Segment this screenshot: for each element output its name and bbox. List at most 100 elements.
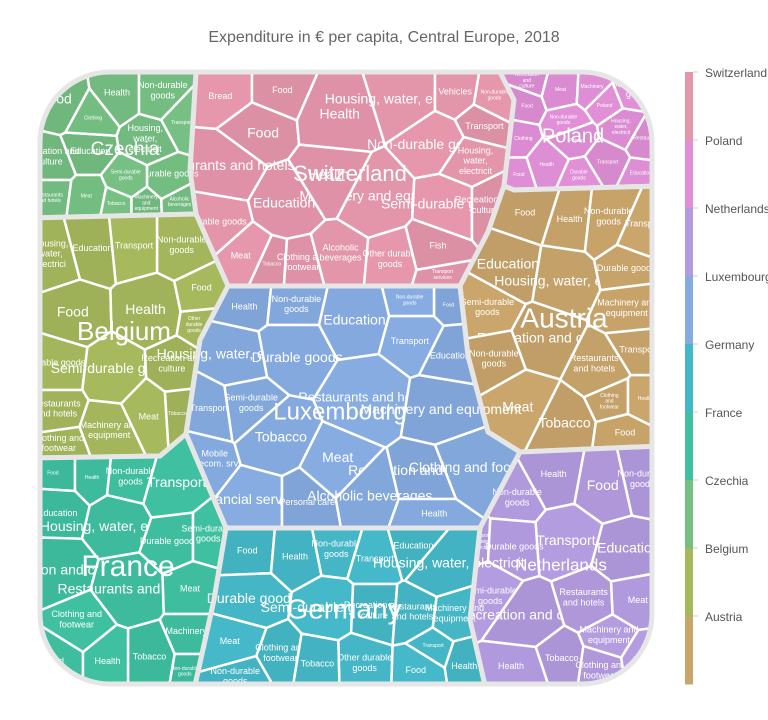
legend-swatch-france <box>685 412 693 481</box>
cell-switzerland-food <box>250 72 320 122</box>
cell-label-switzerland-non-durable-goods: Non-durable goods <box>481 90 509 102</box>
cell-label-switzerland-food: Food <box>272 85 293 95</box>
cell-label-austria-clothing-and-footwear: Clothing and footwear <box>600 393 620 411</box>
cell-label-poland-food: Food <box>513 172 525 178</box>
cell-label-germany-health: Health <box>282 552 308 562</box>
cell-label-switzerland-housing-water-electricit: Housing, water, electricit <box>458 146 494 177</box>
cell-poland-poland <box>583 80 625 128</box>
legend-swatch-germany <box>685 344 693 413</box>
chart-title: Expenditure in € per capita, Central Eur… <box>208 29 559 46</box>
cell-label-luxembourg-durable-goods: Durable goods <box>252 349 343 365</box>
cell-label-luxembourg-non-durable-goods: Non-durable goods <box>396 295 424 307</box>
cell-label-poland-health: Health <box>539 162 554 168</box>
cell-label-switzerland-tobacco: Tobacco <box>262 262 281 268</box>
legend-swatch-poland <box>685 140 693 209</box>
cell-label-netherlands-restaurants-and-hotels: Restaurants and hotels <box>559 587 608 607</box>
legend-label-netherlands: Netherlands <box>705 202 768 216</box>
cell-label-czechia-transport: Transport <box>171 120 193 126</box>
cell-label-luxembourg-transport: Transport <box>391 336 430 346</box>
region-label-germany: Germany <box>286 593 401 624</box>
cell-label-switzerland-transport-services: Transport services <box>432 269 454 281</box>
cell-label-czechia-non-durable-goods: Non-durable goods <box>138 81 188 101</box>
legend-label-luxembourg: Luxembourg <box>705 270 768 284</box>
cell-label-germany-clothing-and-footwear: Clothing and footwear <box>255 643 306 663</box>
cell-label-france-non-durable-goods: Non-durable goods <box>171 666 199 678</box>
legend: Switzerland Poland Netherlands Luxembourg Ge… <box>685 66 768 685</box>
cell-label-luxembourg-tobacco: Tobacco <box>255 428 307 444</box>
cell-label-switzerland-transport: Transport <box>465 121 504 131</box>
cell-label-poland-education: Education <box>630 171 652 177</box>
cell-label-france-tobacco: Tobacco <box>133 652 167 662</box>
legend-label-poland: Poland <box>705 134 742 148</box>
cell-label-netherlands-machinery-and-equipment: Machinery and equipment <box>579 625 638 645</box>
cell-label-luxembourg-transport: Transport <box>190 404 229 414</box>
cell-label-netherlands-meat: Meat <box>628 595 649 605</box>
plot-frame <box>37 69 655 687</box>
cell-label-czechia-tobacco: Tobacco <box>107 202 126 208</box>
legend-swatch-netherlands <box>685 208 693 277</box>
cell-label-luxembourg-meat: Meat <box>322 449 353 465</box>
cell-label-switzerland-food: Food <box>247 124 279 140</box>
cell-label-austria-durable-goods: Durable goods <box>597 263 656 273</box>
cell-label-france-health: Health <box>94 656 120 666</box>
cell-label-switzerland-durable-goods: Durable goods <box>188 217 247 227</box>
cell-label-switzerland-clothing-and-footwear: Clothing and footwear <box>277 252 328 272</box>
cell-label-luxembourg-restaurants-and-hotels: Restaurants and hotels <box>298 390 432 405</box>
cell-label-luxembourg-mobile-telecom-srv: Mobile telecom. srv. <box>190 449 240 469</box>
cell-label-germany-housing-water-electricit: Housing, water, electricit <box>373 554 525 570</box>
cell-label-france-non-durable-goods: Non-durable goods <box>106 466 156 486</box>
cell-france-health <box>81 623 130 684</box>
region-label-france: France <box>81 550 174 583</box>
cell-label-czechia-health: Health <box>104 88 130 98</box>
legend-label-austria: Austria <box>705 610 743 624</box>
cell-label-germany-education: Education <box>393 541 433 551</box>
cell-label-belgium-tobacco: Tobacco <box>168 411 187 417</box>
legend-label-france: France <box>705 406 743 420</box>
cell-czechia-clothing <box>63 85 122 138</box>
plot-area: Food Health Housing, water, electricit Non-… <box>32 72 668 684</box>
cell-label-luxembourg-education: Education <box>323 311 385 327</box>
region-poland: Food Poland Health Non-durable goods Transpor… <box>497 72 660 192</box>
cell-label-switzerland-other-durable-goods: Other durable goods <box>362 249 417 269</box>
cell-poland-meat <box>540 72 580 112</box>
cell-label-germany-transport: Transport <box>356 554 395 564</box>
cell-label-germany-machinery-and-equipment: Machinery and equipment <box>425 603 484 623</box>
cell-label-poland-food: Food <box>521 104 533 110</box>
cell-label-france-meat: Meat <box>180 584 201 594</box>
cell-label-czechia-clothing: Clothing <box>84 116 103 122</box>
cell-label-czechia-education: Education <box>70 146 110 156</box>
cell-label-poland-restaurants: Restaurants <box>633 136 660 142</box>
cell-germany-transport <box>402 626 455 670</box>
cell-label-czechia-semi-durable-goods: Semi-durable goods <box>111 170 141 182</box>
cell-label-poland-meat: Meat <box>555 87 567 93</box>
cell-label-czechia-restaurants-and-hotels: Restaurants and hotels <box>36 193 63 205</box>
cell-label-luxembourg-financial-services: Financial services <box>196 491 307 507</box>
cell-label-france-semi-durable-goods: Semi-durable goods <box>182 524 236 544</box>
cell-label-france-transport: Transport <box>147 474 207 490</box>
cell-austria-machinery-and-equipment <box>585 281 652 335</box>
cell-label-poland-housing-water-electricit: Housing, water, electricit <box>611 119 631 137</box>
region-label-netherlands: Netherlands <box>515 555 607 574</box>
legend-label-switzerland: Switzerland <box>705 66 767 80</box>
cell-label-netherlands-non-durable-goods: Non-durable goods <box>618 469 668 489</box>
region-label-luxembourg: Luxembourg <box>273 398 406 425</box>
cell-label-belgium-food: Food <box>191 283 212 293</box>
cell-label-switzerland-health: Health <box>308 166 348 182</box>
cell-label-poland-poland: Poland <box>597 103 613 109</box>
cell-label-netherlands-food: Food <box>587 477 619 493</box>
cell-label-netherlands-non-durable-goods: Non-durable goods <box>492 488 542 508</box>
cell-label-switzerland-recreation-and-culture: Recreation and culture <box>455 195 516 215</box>
cell-label-germany-other-durable-goods: Other durable goods <box>337 653 392 673</box>
cell-label-belgium-restaurants-and-hotels: Restaurants and hotels <box>32 399 81 419</box>
cell-label-belgium-other-durable-goods: Other durable goods <box>186 317 203 335</box>
region-label-belgium: Belgium <box>77 316 171 346</box>
legend-swatch-belgium <box>685 548 693 617</box>
cell-label-belgium-food: Food <box>57 303 89 319</box>
cell-switzerland-vehicles <box>433 72 481 122</box>
cell-label-belgium-clothing-and-footwear: Clothing and footwear <box>34 433 85 453</box>
cell-label-poland-machinery: Machinery <box>580 84 604 90</box>
